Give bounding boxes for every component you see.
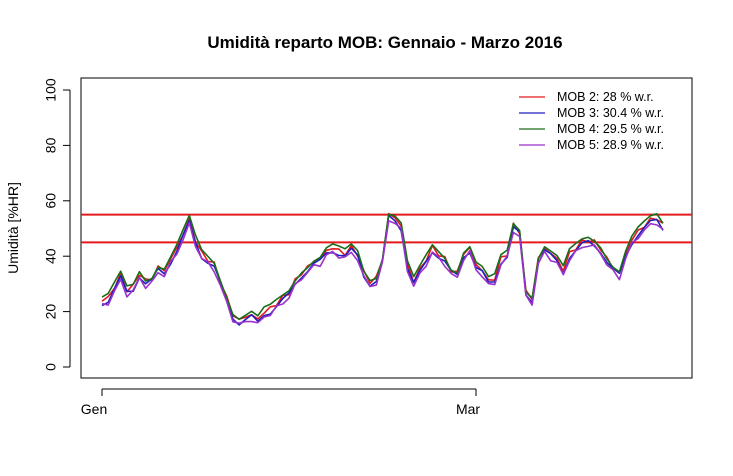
y-axis-label: Umidità [%HR] <box>5 182 21 274</box>
x-tick-label: Gen <box>81 401 107 417</box>
x-axis: Gen Mar <box>81 388 480 417</box>
legend-label: MOB 5: 28.9 % w.r. <box>557 138 664 152</box>
y-tick-label: 60 <box>43 193 59 209</box>
legend-label: MOB 2: 28 % w.r. <box>557 90 654 104</box>
series-lines <box>101 212 664 326</box>
plot-frame <box>80 77 693 379</box>
legend-label: MOB 3: 30.4 % w.r. <box>557 106 664 120</box>
series-line <box>101 220 664 324</box>
y-tick-label: 100 <box>43 78 59 102</box>
y-axis: 0 20 40 60 80 100 <box>43 78 71 371</box>
legend-label: MOB 4: 29.5 % w.r. <box>557 122 664 136</box>
legend: MOB 2: 28 % w.r. MOB 3: 30.4 % w.r. MOB 4:… <box>519 90 664 152</box>
x-tick-label: Mar <box>456 401 480 417</box>
y-tick-label: 20 <box>43 304 59 320</box>
y-tick-label: 0 <box>43 363 59 371</box>
y-tick-label: 40 <box>43 248 59 264</box>
chart-title: Umidità reparto MOB: Gennaio - Marzo 201… <box>207 33 562 52</box>
y-tick-label: 80 <box>43 137 59 153</box>
